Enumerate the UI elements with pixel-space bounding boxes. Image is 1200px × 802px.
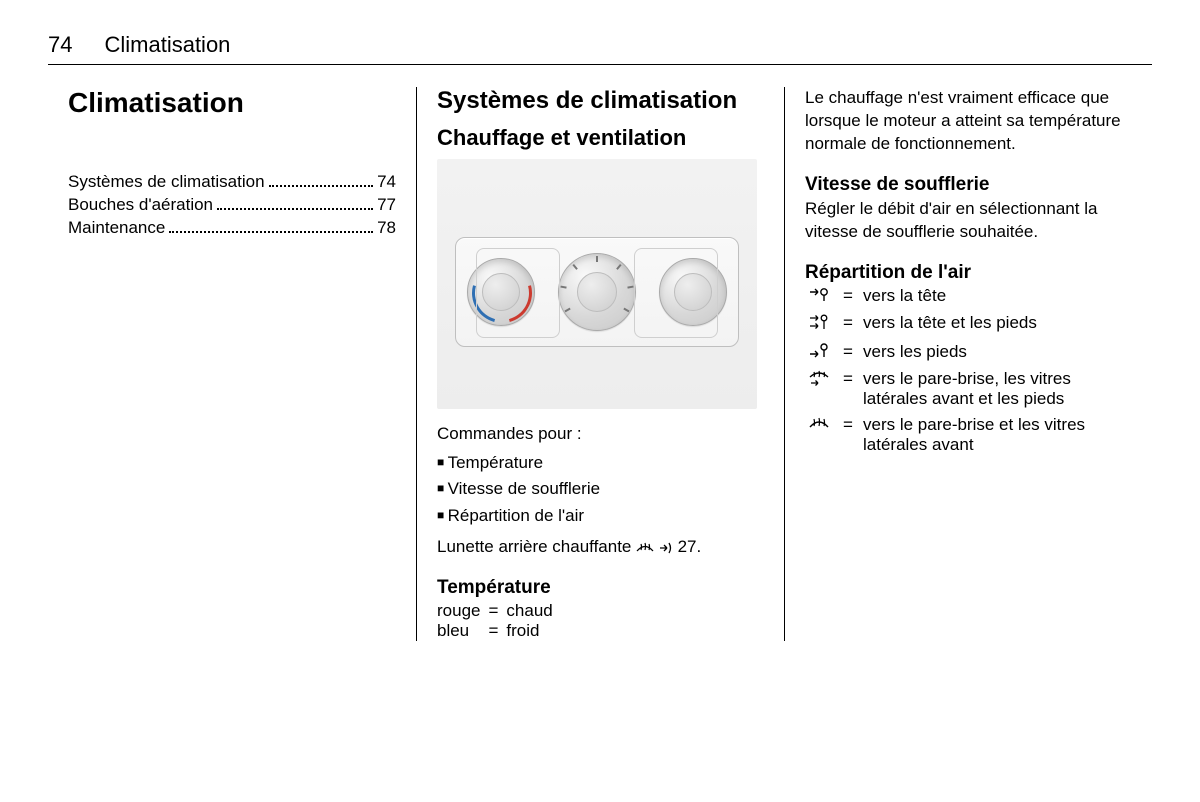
- fan-speed-text: Régler le débit d'air en sélectionnant l…: [805, 198, 1132, 244]
- rear-window-crossref: Lunette arrière chauffante 27.: [437, 536, 764, 559]
- temperature-legend: rouge = chaud bleu = froid: [437, 601, 764, 641]
- crossref-text: Lunette arrière chauffante: [437, 537, 631, 556]
- toc-label: Systèmes de climatisation: [68, 171, 265, 194]
- legend-value: froid: [506, 621, 764, 641]
- air-head-icon: [805, 286, 833, 307]
- fan-speed-dial: [558, 253, 636, 331]
- control-panel: [455, 237, 739, 347]
- toc-row: Bouches d'aération 77: [68, 194, 396, 217]
- toc-label: Bouches d'aération: [68, 194, 213, 217]
- climate-control-illustration: [437, 159, 757, 409]
- toc-leader: [217, 195, 373, 210]
- commands-intro: Commandes pour :: [437, 423, 764, 446]
- toc-page: 78: [377, 217, 396, 240]
- equals-sign: =: [839, 313, 857, 333]
- equals-sign: =: [839, 342, 857, 362]
- dial-frame: [634, 248, 718, 338]
- page-number: 74: [48, 32, 72, 58]
- header-title: Climatisation: [104, 32, 230, 58]
- legend-value: chaud: [506, 601, 764, 621]
- toc-row: Systèmes de climatisation 74: [68, 171, 396, 194]
- chapter-title: Climatisation: [68, 87, 396, 119]
- column-2: Systèmes de climatisation Chauffage et v…: [416, 87, 784, 641]
- list-item: Répartition de l'air: [437, 505, 764, 528]
- air-desc: vers la tête: [863, 286, 1132, 306]
- toc-leader: [269, 172, 374, 187]
- list-item: Température: [437, 452, 764, 475]
- legend-key: bleu: [437, 621, 480, 641]
- equals-sign: =: [839, 286, 857, 306]
- heating-note: Le chauffage n'est vraiment efficace que…: [805, 87, 1132, 156]
- air-desc: vers les pieds: [863, 342, 1132, 362]
- air-desc: vers la tête et les pieds: [863, 313, 1132, 333]
- list-item: Vitesse de soufflerie: [437, 478, 764, 501]
- toc-page: 77: [377, 194, 396, 217]
- page-ref-icon: [659, 542, 673, 554]
- air-distribution-legend: = vers la tête = vers la tête et les pie…: [805, 286, 1132, 455]
- legend-key: rouge: [437, 601, 480, 621]
- dial-frame: [476, 248, 560, 338]
- toc-label: Maintenance: [68, 217, 165, 240]
- subsection-heading: Chauffage et ventilation: [437, 125, 764, 151]
- air-distribution-heading: Répartition de l'air: [805, 262, 1132, 284]
- commands-list: Température Vitesse de soufflerie Répart…: [437, 452, 764, 529]
- section-heading: Systèmes de climatisation: [437, 87, 764, 115]
- temperature-heading: Température: [437, 577, 764, 599]
- crossref-page: 27.: [678, 537, 702, 556]
- air-feet-icon: [805, 342, 833, 363]
- table-of-contents: Systèmes de climatisation 74 Bouches d'a…: [68, 171, 396, 240]
- equals-sign: =: [839, 369, 857, 389]
- toc-leader: [169, 218, 373, 233]
- column-3: Le chauffage n'est vraiment efficace que…: [784, 87, 1152, 641]
- air-desc: vers le pare-brise et les vitres latéral…: [863, 415, 1132, 455]
- column-1: Climatisation Systèmes de climatisation …: [48, 87, 416, 641]
- toc-page: 74: [377, 171, 396, 194]
- page-header: 74 Climatisation: [48, 32, 1152, 65]
- defrost-icon: [636, 540, 654, 554]
- fan-speed-heading: Vitesse de soufflerie: [805, 174, 1132, 196]
- air-head-feet-icon: [805, 313, 833, 336]
- air-defrost-icon: [805, 415, 833, 436]
- air-desc: vers le pare-brise, les vitres latérales…: [863, 369, 1132, 409]
- equals-sign: =: [488, 621, 498, 641]
- toc-row: Maintenance 78: [68, 217, 396, 240]
- air-defrost-feet-icon: [805, 369, 833, 392]
- equals-sign: =: [488, 601, 498, 621]
- equals-sign: =: [839, 415, 857, 435]
